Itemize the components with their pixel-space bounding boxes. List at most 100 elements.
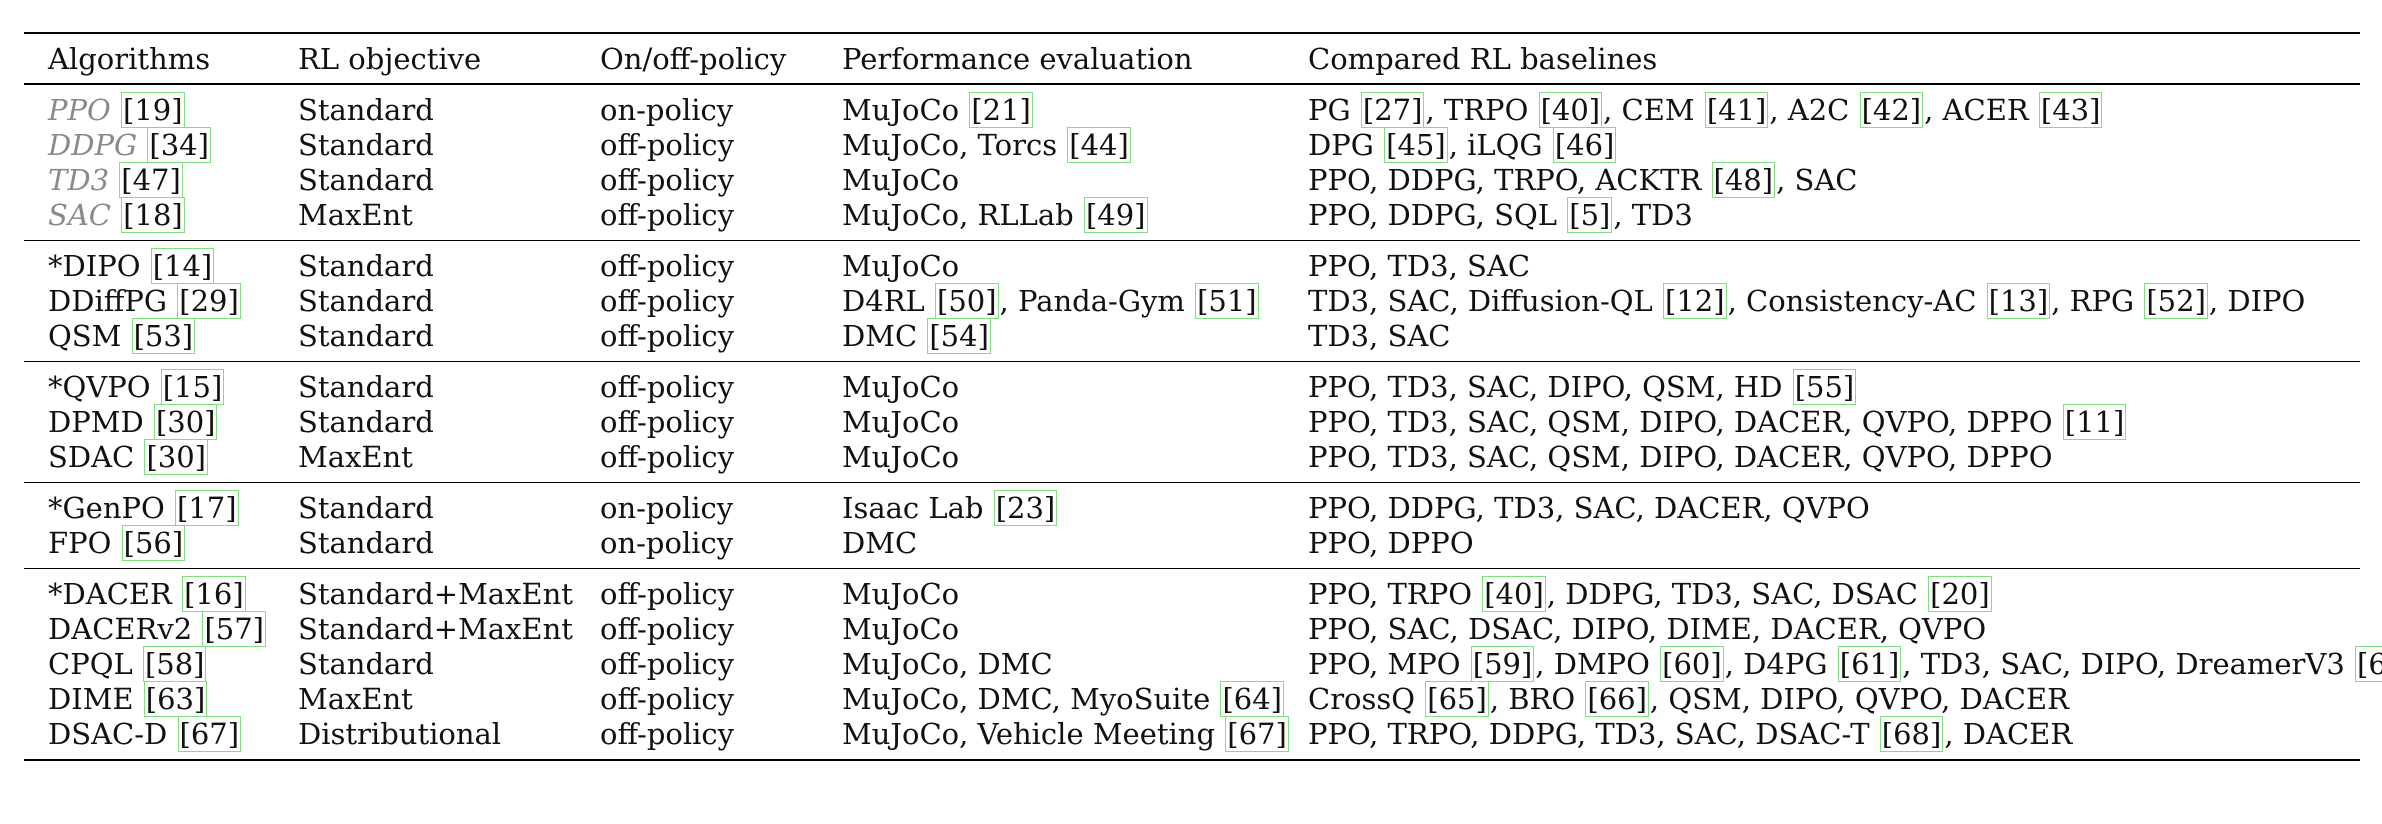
citation-link[interactable]: [46] — [1552, 127, 1617, 163]
algorithm-name: PPO — [48, 93, 111, 127]
citation-link[interactable]: [53] — [131, 318, 196, 354]
cell-algorithm: DSAC-D [67] — [24, 716, 274, 760]
citation-link[interactable]: [57] — [202, 611, 266, 647]
table-group: *DACER [16] Standard+MaxEnt off-policy MuJo… — [24, 569, 2382, 760]
citation-link[interactable]: [65] — [1425, 681, 1489, 717]
citation-link[interactable]: [43] — [2038, 92, 2103, 128]
citation-link[interactable]: [51] — [1195, 283, 1259, 319]
citation-link[interactable]: [45] — [1384, 127, 1448, 163]
cell-baselines: DPG [45], iLQG [46] — [1284, 127, 2360, 163]
citation-link[interactable]: [18] — [121, 197, 185, 233]
citation-link[interactable]: [17] — [175, 490, 239, 526]
cell-text — [137, 128, 146, 162]
cell-algorithm: DPMD [30] — [24, 404, 274, 440]
table-group: *QVPO [15] Standard off-policy MuJoCo PPO, T… — [24, 362, 2360, 483]
citation-link[interactable]: [60] — [1660, 646, 1724, 682]
citation-link[interactable]: [50] — [935, 283, 999, 319]
citation-link[interactable]: [67] — [177, 716, 242, 752]
cell-algorithm: CPQL [58] — [24, 646, 274, 682]
cell-baselines: PPO, DPPO — [1284, 526, 2360, 569]
citation-link[interactable]: [68] — [1879, 716, 1944, 752]
citation-link[interactable]: [27] — [1360, 92, 1425, 128]
cell-text: PPO, DDPG, TRPO, ACKTR — [1308, 163, 1711, 197]
cell-rl-objective: MaxEnt — [298, 440, 413, 474]
table-row: DSAC-D [67] Distributional off-policy MuJoC… — [24, 716, 2360, 760]
citation-link[interactable]: [55] — [1792, 369, 1857, 405]
cell-text: PPO, DDPG, SQL — [1308, 198, 1567, 232]
cell-text: MuJoCo — [842, 249, 960, 283]
table-group: PPO [19] Standard on-policy MuJoCo [21] PG [… — [24, 84, 2360, 241]
cell-algorithm: *DIPO [14] — [24, 241, 274, 284]
cell-text: MuJoCo, RLLab — [842, 198, 1083, 232]
citation-link[interactable]: [20] — [1928, 576, 1992, 612]
citation-link[interactable]: [40] — [1538, 92, 1603, 128]
citation-link[interactable]: [54] — [927, 318, 991, 354]
cell-evaluation: DMC [54] — [818, 318, 1284, 362]
citation-link[interactable]: [49] — [1083, 197, 1148, 233]
citation-link[interactable]: [13] — [1986, 283, 2051, 319]
cell-text: , TRPO — [1425, 93, 1538, 127]
citation-link[interactable]: [23] — [993, 490, 1058, 526]
cell-text: , Panda-Gym — [999, 284, 1195, 318]
cell-baselines: TD3, SAC — [1284, 319, 2360, 362]
cell-evaluation: DMC — [818, 526, 1284, 569]
cell-algorithm: PPO [19] — [24, 84, 274, 128]
cell-text: TD3, SAC — [1308, 319, 1451, 353]
citation-link[interactable]: [58] — [142, 646, 207, 682]
header-compared-baselines: Compared RL baselines — [1308, 42, 1658, 76]
citation-link[interactable]: [14] — [150, 248, 215, 284]
citation-link[interactable]: [52] — [2144, 283, 2208, 319]
cell-algorithm: DACERv2 [57] — [24, 611, 274, 647]
cell-text: SDAC — [48, 440, 144, 474]
citation-link[interactable]: [67] — [1225, 716, 1289, 752]
cell-text: PPO, MPO — [1308, 647, 1470, 681]
cell-evaluation: D4RL [50], Panda-Gym [51] — [818, 283, 1284, 319]
cell-text: , RPG — [2051, 284, 2144, 318]
cell-algorithm: *GenPO [17] — [24, 483, 274, 526]
algorithm-comparison-table: Algorithms RL objective On/off-policy Pe… — [24, 32, 2382, 761]
citation-link[interactable]: [63] — [143, 681, 208, 717]
cell-evaluation: MuJoCo, Vehicle Meeting [67] — [818, 716, 1289, 760]
citation-link[interactable]: [30] — [144, 439, 208, 475]
cell-text: , QSM, DIPO, QVPO, DACER — [1649, 682, 2069, 716]
citation-link[interactable]: [44] — [1067, 127, 1131, 163]
cell-evaluation: MuJoCo [21] — [818, 84, 1284, 128]
citation-link[interactable]: [16] — [182, 576, 246, 612]
citation-link[interactable]: [48] — [1711, 162, 1776, 198]
citation-link[interactable]: [41] — [1704, 92, 1769, 128]
cell-text: PPO, DDPG, TD3, SAC, DACER, QVPO — [1308, 491, 1870, 525]
table-row: DDiffPG [29] Standard off-policy D4RL [50],… — [24, 283, 2360, 319]
citation-link[interactable]: [21] — [969, 92, 1033, 128]
table-row: PPO [19] Standard on-policy MuJoCo [21] PG [… — [24, 84, 2360, 128]
citation-link[interactable]: [40] — [1482, 576, 1546, 612]
table-row: DIME [63] MaxEnt off-policy MuJoCo, DMC, My… — [24, 681, 2360, 717]
cell-policy: off-policy — [600, 198, 735, 232]
cell-policy: off-policy — [600, 284, 735, 318]
cell-text: DACERv2 — [48, 612, 202, 646]
cell-rl-objective: Standard — [298, 405, 434, 439]
citation-link[interactable]: [11] — [2062, 404, 2127, 440]
citation-link[interactable]: [64] — [1220, 681, 1284, 717]
citation-link[interactable]: [62] — [2355, 646, 2382, 682]
citation-link[interactable]: [19] — [121, 92, 185, 128]
citation-link[interactable]: [66] — [1585, 681, 1649, 717]
cell-text: MuJoCo — [842, 93, 969, 127]
cell-text: PPO, TRPO, DDPG, TD3, SAC, DSAC-T — [1308, 717, 1879, 751]
citation-link[interactable]: [47] — [119, 162, 183, 198]
citation-link[interactable]: [5] — [1567, 197, 1613, 233]
cell-algorithm: QSM [53] — [24, 318, 274, 362]
citation-link[interactable]: [59] — [1470, 646, 1535, 682]
citation-link[interactable]: [42] — [1859, 92, 1924, 128]
cell-rl-objective: Standard+MaxEnt — [298, 612, 573, 646]
citation-link[interactable]: [61] — [1837, 646, 1902, 682]
citation-link[interactable]: [30] — [153, 404, 218, 440]
citation-link[interactable]: [29] — [177, 283, 241, 319]
cell-algorithm: SAC [18] — [24, 197, 274, 241]
citation-link[interactable]: [15] — [160, 369, 225, 405]
cell-baselines: CrossQ [65], BRO [66], QSM, DIPO, QVPO, … — [1284, 681, 2360, 717]
table-row: TD3 [47] Standard off-policy MuJoCo PPO, DDP… — [24, 162, 2360, 198]
citation-link[interactable]: [34] — [147, 127, 211, 163]
cell-algorithm: TD3 [47] — [24, 162, 274, 198]
citation-link[interactable]: [12] — [1663, 283, 1727, 319]
citation-link[interactable]: [56] — [121, 525, 186, 561]
